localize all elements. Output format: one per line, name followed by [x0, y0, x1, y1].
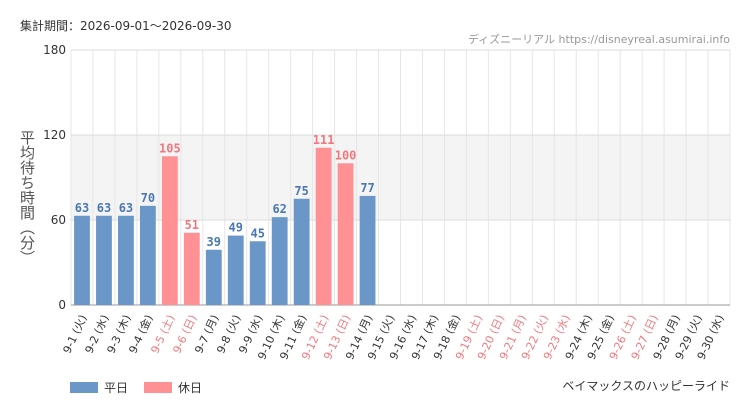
- bar-value-label: 63: [97, 201, 111, 215]
- legend-item-holiday[interactable]: 休日: [144, 379, 202, 396]
- bar-value-label: 100: [335, 148, 357, 162]
- bar: [293, 198, 310, 305]
- y-tick-label: 0: [58, 298, 66, 312]
- bar-value-label: 45: [250, 226, 264, 240]
- bar: [161, 156, 178, 305]
- bar-value-label: 39: [207, 235, 221, 249]
- legend-item-weekday[interactable]: 平日: [70, 379, 128, 396]
- y-axis-title: 平均待ち時間（分）: [18, 130, 36, 265]
- legend-swatch-weekday: [70, 382, 98, 393]
- bar-value-label: 49: [229, 221, 243, 235]
- bar-value-label: 75: [294, 184, 308, 198]
- bar: [183, 232, 200, 305]
- attraction-name: ベイマックスのハッピーライド: [562, 379, 730, 393]
- bar: [227, 235, 244, 305]
- bar: [118, 215, 134, 305]
- bar: [337, 163, 354, 305]
- bar: [205, 249, 222, 305]
- bar-value-label: 105: [159, 141, 181, 155]
- y-tick-label: 180: [43, 43, 66, 57]
- source-label: ディズニーリアル https://disneyreal.asumirai.inf…: [467, 33, 730, 46]
- y-tick-label: 60: [51, 213, 66, 227]
- bar-value-label: 77: [360, 181, 374, 195]
- bar-value-label: 63: [119, 201, 133, 215]
- bar-value-label: 51: [185, 218, 199, 232]
- bar: [249, 241, 266, 305]
- bar-value-label: 63: [75, 201, 89, 215]
- bar-value-label: 70: [141, 191, 155, 205]
- bar: [315, 147, 332, 305]
- legend-swatch-holiday: [144, 382, 173, 393]
- legend-label-holiday: 休日: [178, 381, 203, 395]
- legend-label-weekday: 平日: [104, 381, 129, 395]
- bar: [74, 215, 90, 305]
- bar: [271, 217, 288, 305]
- bar: [359, 195, 376, 305]
- bar: [96, 215, 112, 305]
- bar: [139, 205, 156, 305]
- legend: 平日 休日: [70, 379, 202, 396]
- bar-value-label: 111: [313, 133, 335, 147]
- y-tick-label: 120: [43, 128, 66, 142]
- bar-value-label: 62: [272, 202, 286, 216]
- period-label: 集計期間：2026-09-01〜2026-09-30: [20, 19, 232, 33]
